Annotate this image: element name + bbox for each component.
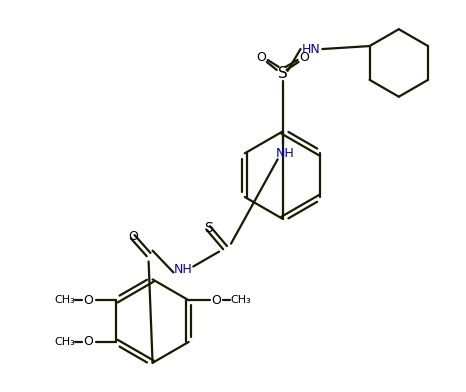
Text: NH: NH — [174, 263, 193, 276]
Text: O: O — [256, 51, 266, 65]
Text: O: O — [300, 51, 309, 65]
Text: S: S — [278, 66, 288, 82]
Text: CH₃: CH₃ — [55, 337, 75, 347]
Text: S: S — [204, 221, 212, 235]
Text: O: O — [128, 230, 137, 243]
Text: O: O — [84, 294, 94, 307]
Text: NH: NH — [275, 147, 294, 160]
Text: CH₃: CH₃ — [55, 295, 75, 305]
Text: O: O — [84, 336, 94, 348]
Text: O: O — [212, 294, 221, 307]
Text: HN: HN — [302, 43, 321, 56]
Text: CH₃: CH₃ — [230, 295, 251, 305]
